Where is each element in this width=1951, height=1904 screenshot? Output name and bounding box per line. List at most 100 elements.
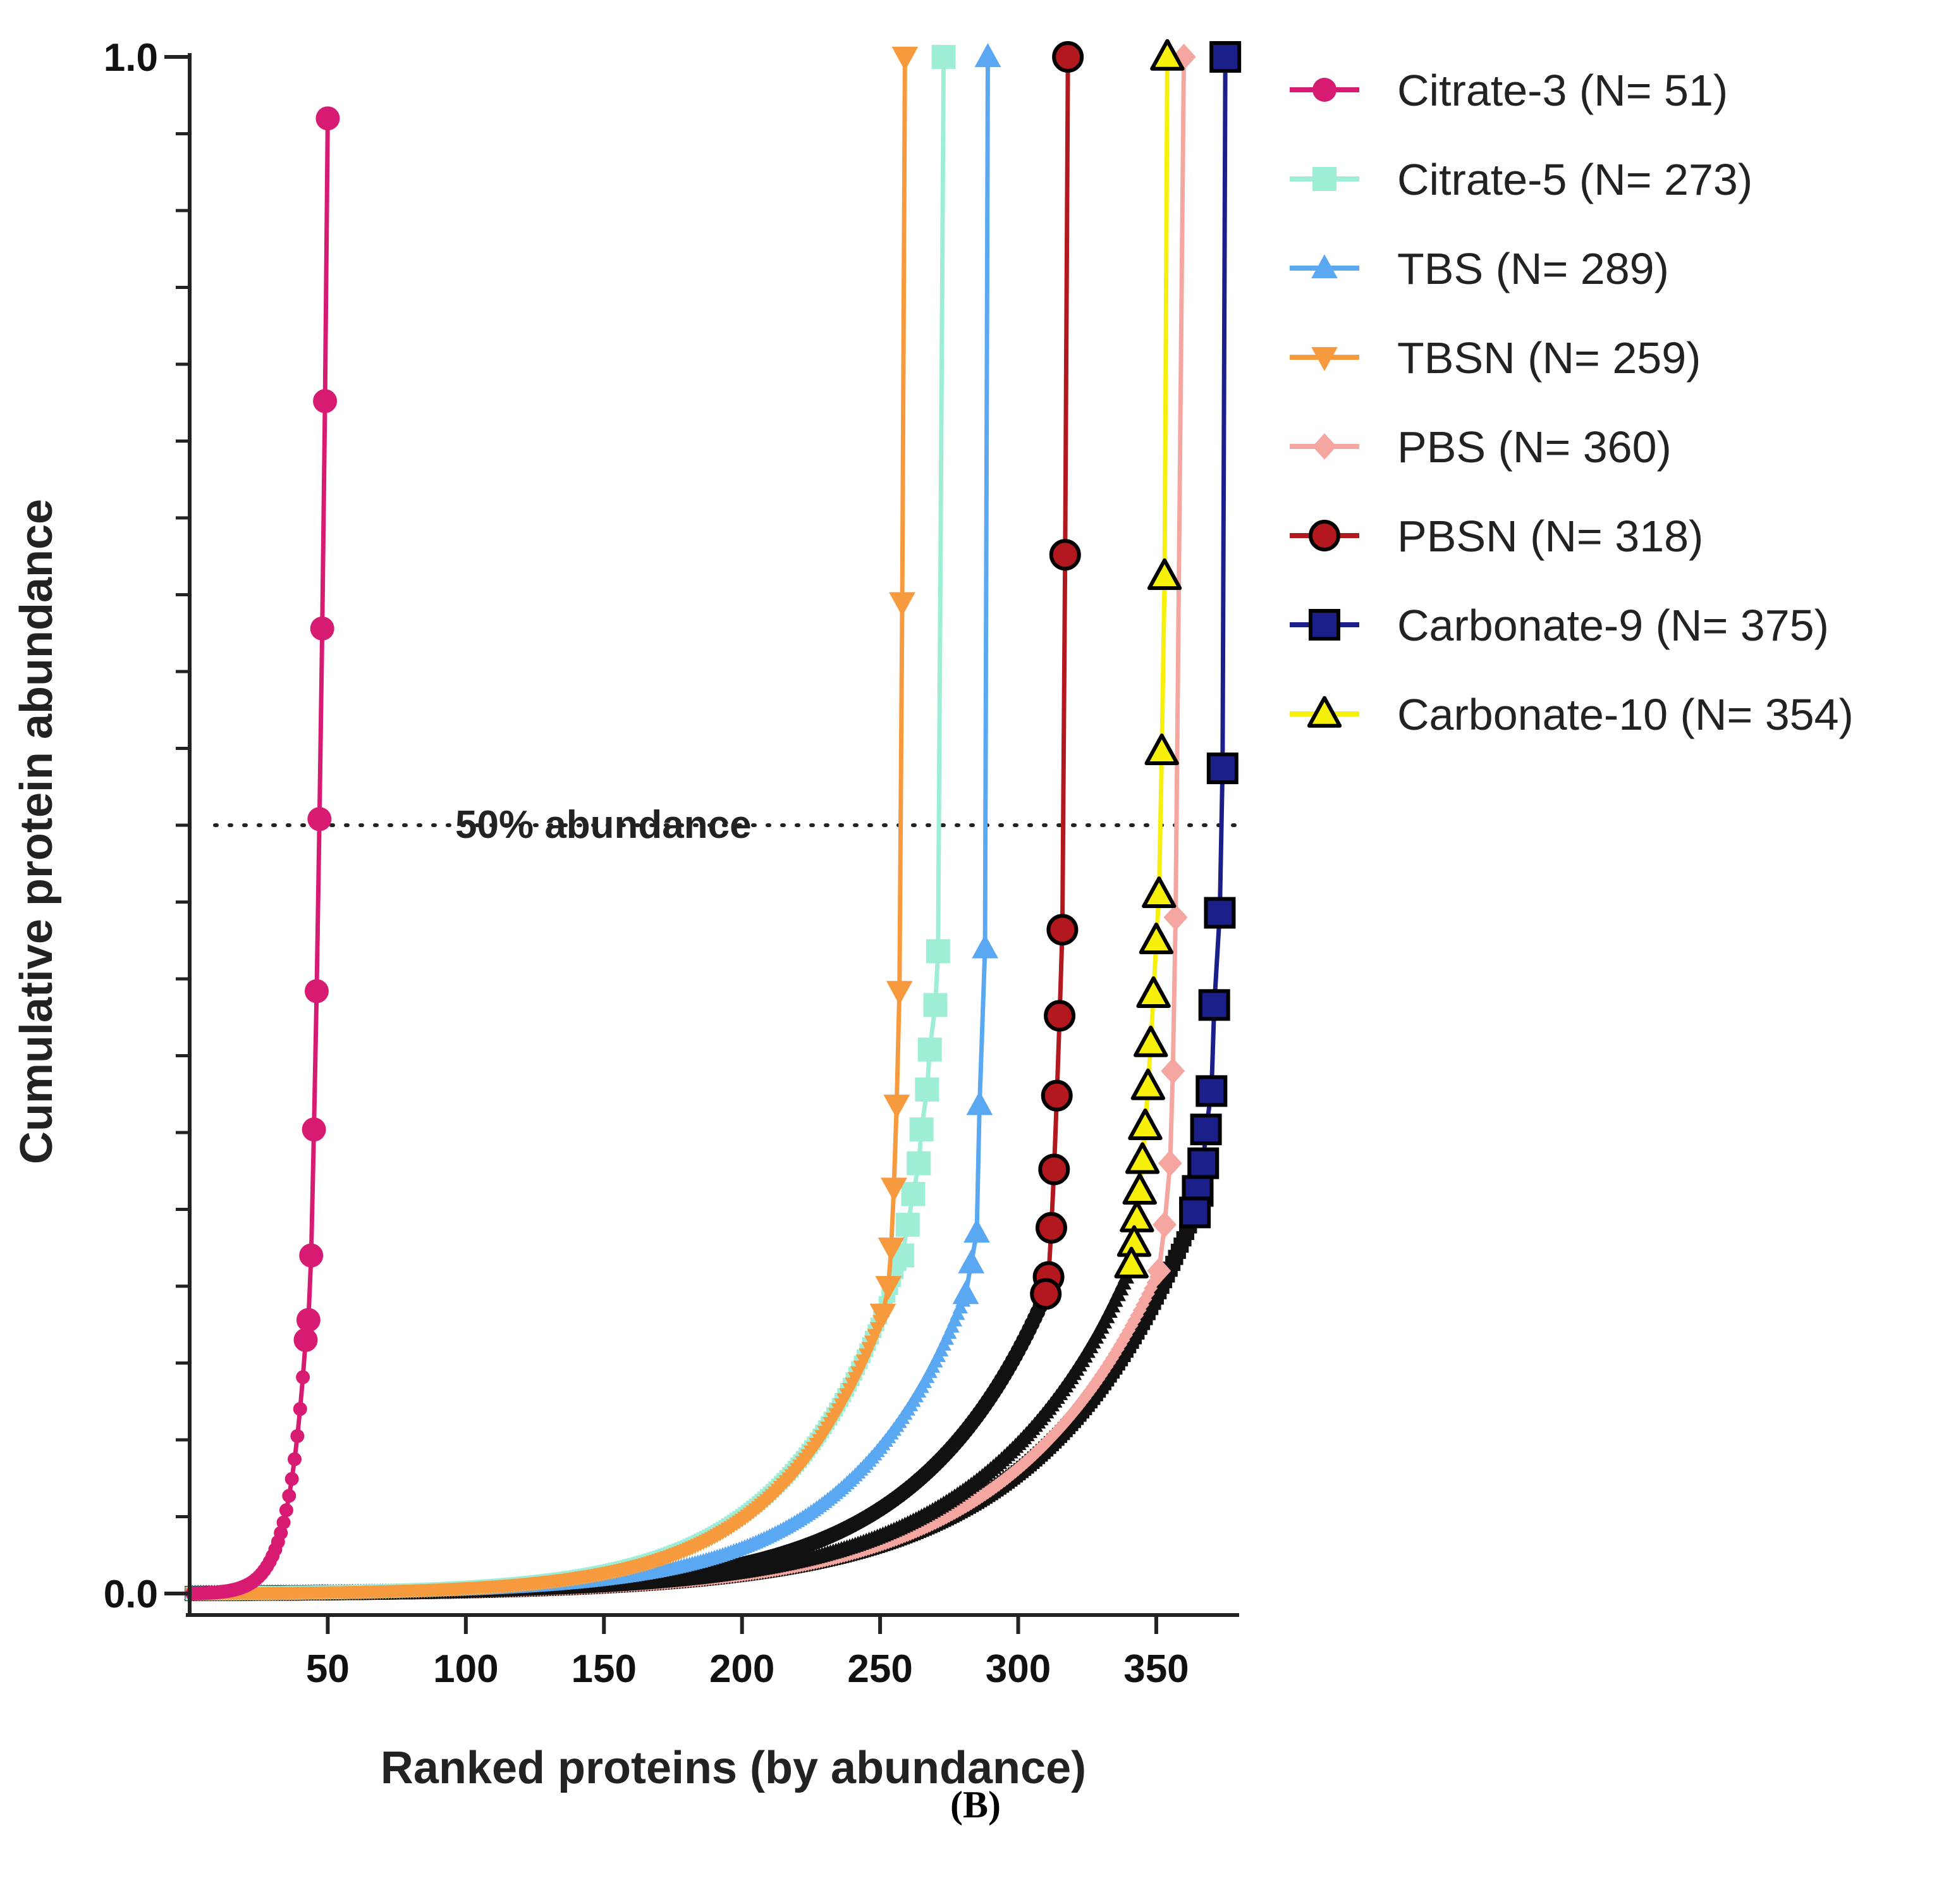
legend-label: Carbonate-10 (N= 354): [1397, 690, 1854, 739]
data-point: [889, 592, 915, 617]
data-point: [1179, 1196, 1211, 1229]
y-tick-label: 1.0: [104, 36, 158, 80]
data-point: [1125, 1142, 1160, 1174]
y-tick-label: 0.0: [104, 1573, 158, 1616]
data-point: [878, 1238, 905, 1262]
data-point: [279, 1503, 293, 1518]
data-point: [1204, 897, 1236, 929]
data-point: [276, 1515, 291, 1530]
data-point: [1147, 1257, 1171, 1284]
data-point: [313, 389, 338, 414]
x-axis-title: Ranked proteins (by abundance): [381, 1743, 1086, 1793]
x-tick-label: 300: [986, 1647, 1051, 1691]
data-point: [1142, 876, 1177, 909]
data-point: [974, 43, 1001, 68]
data-point: [1134, 1025, 1168, 1057]
data-point: [1136, 976, 1171, 1008]
data-point: [891, 46, 919, 71]
data-point: [1153, 1211, 1177, 1238]
data-point: [972, 934, 999, 959]
x-tick-label: 100: [433, 1647, 498, 1691]
data-point: [1209, 41, 1242, 73]
data-point: [966, 1091, 993, 1115]
data-point: [907, 1151, 931, 1176]
x-tick-label: 50: [306, 1647, 350, 1691]
data-point: [299, 1243, 324, 1268]
legend-label: TBSN (N= 259): [1397, 333, 1701, 383]
data-point: [1196, 1075, 1228, 1107]
legend-item: Carbonate-9 (N= 375): [1290, 601, 1829, 650]
data-point: [1122, 1173, 1157, 1205]
x-tick-label: 200: [709, 1647, 774, 1691]
legend-label: Carbonate-9 (N= 375): [1397, 601, 1829, 650]
data-point: [274, 1526, 288, 1540]
legend-marker: [1311, 347, 1338, 371]
fifty-percent-annotation: 50% abundance: [455, 803, 752, 847]
legend-item: Citrate-5 (N= 273): [1290, 155, 1752, 204]
data-point: [1161, 1057, 1185, 1084]
data-point: [883, 1095, 910, 1119]
data-point: [909, 1117, 934, 1142]
data-point: [1144, 734, 1179, 766]
data-point: [886, 981, 913, 1005]
legend-item: TBSN (N= 259): [1290, 333, 1701, 383]
axes: 50 100 150 200 250 300 350 0.0 1.0: [104, 36, 1239, 1691]
data-point: [1163, 904, 1188, 931]
data-point: [282, 1489, 297, 1503]
data-point: [1120, 1200, 1154, 1232]
data-point: [917, 1037, 942, 1062]
data-point: [1049, 539, 1081, 571]
data-point: [1046, 914, 1079, 946]
legend-label: PBS (N= 360): [1397, 422, 1672, 472]
data-point: [931, 45, 956, 69]
x-tick-label: 350: [1123, 1647, 1189, 1691]
legend-marker: [1309, 609, 1340, 641]
panel-label: (B): [950, 1784, 1001, 1826]
legend-marker: [1312, 78, 1336, 102]
legend-label: Citrate-3 (N= 51): [1397, 66, 1728, 115]
data-point: [1158, 1150, 1182, 1177]
data-point: [875, 1275, 902, 1300]
data-point: [901, 1182, 926, 1207]
data-point: [1150, 39, 1185, 71]
legend-label: TBS (N= 289): [1397, 244, 1669, 293]
legend-marker: [1309, 520, 1340, 551]
data-point: [307, 807, 332, 832]
x-tick-label: 150: [572, 1647, 637, 1691]
legend-item: Carbonate-10 (N= 354): [1290, 690, 1854, 739]
data-point: [881, 1177, 907, 1202]
data-point: [1052, 41, 1084, 73]
data-point: [293, 1402, 307, 1416]
data-point: [952, 1280, 979, 1305]
data-point: [1041, 1079, 1073, 1112]
data-point: [915, 1077, 939, 1102]
legend-item: TBS (N= 289): [1290, 244, 1669, 293]
data-point: [1187, 1147, 1220, 1179]
series-layer: [184, 39, 1242, 1602]
data-point: [288, 1452, 302, 1466]
y-ticks: 0.0 1.0: [104, 36, 190, 1616]
y-axis-title: Cumulative protein abundance: [11, 499, 62, 1164]
data-point: [923, 993, 948, 1017]
data-point: [304, 979, 329, 1004]
data-point: [1147, 558, 1182, 591]
data-point: [296, 1308, 321, 1332]
data-point: [293, 1328, 318, 1353]
legend-item: PBSN (N= 318): [1290, 512, 1703, 561]
data-point: [1044, 1000, 1076, 1032]
legend-item: Citrate-3 (N= 51): [1290, 66, 1728, 115]
data-point: [1035, 1212, 1067, 1244]
data-point: [1114, 1246, 1149, 1279]
data-point: [869, 1303, 896, 1328]
data-point: [284, 1471, 299, 1486]
series-citrate-3: [185, 106, 340, 1600]
data-point: [895, 1212, 920, 1237]
data-point: [315, 106, 340, 131]
data-point: [1190, 1114, 1222, 1146]
data-point: [1128, 1108, 1163, 1140]
legend-marker: [1307, 696, 1342, 728]
x-ticks: 50 100 150 200 250 300 350: [306, 1615, 1189, 1691]
legend-marker: [1311, 254, 1338, 279]
data-point: [1030, 1278, 1062, 1310]
data-point: [963, 1219, 990, 1243]
